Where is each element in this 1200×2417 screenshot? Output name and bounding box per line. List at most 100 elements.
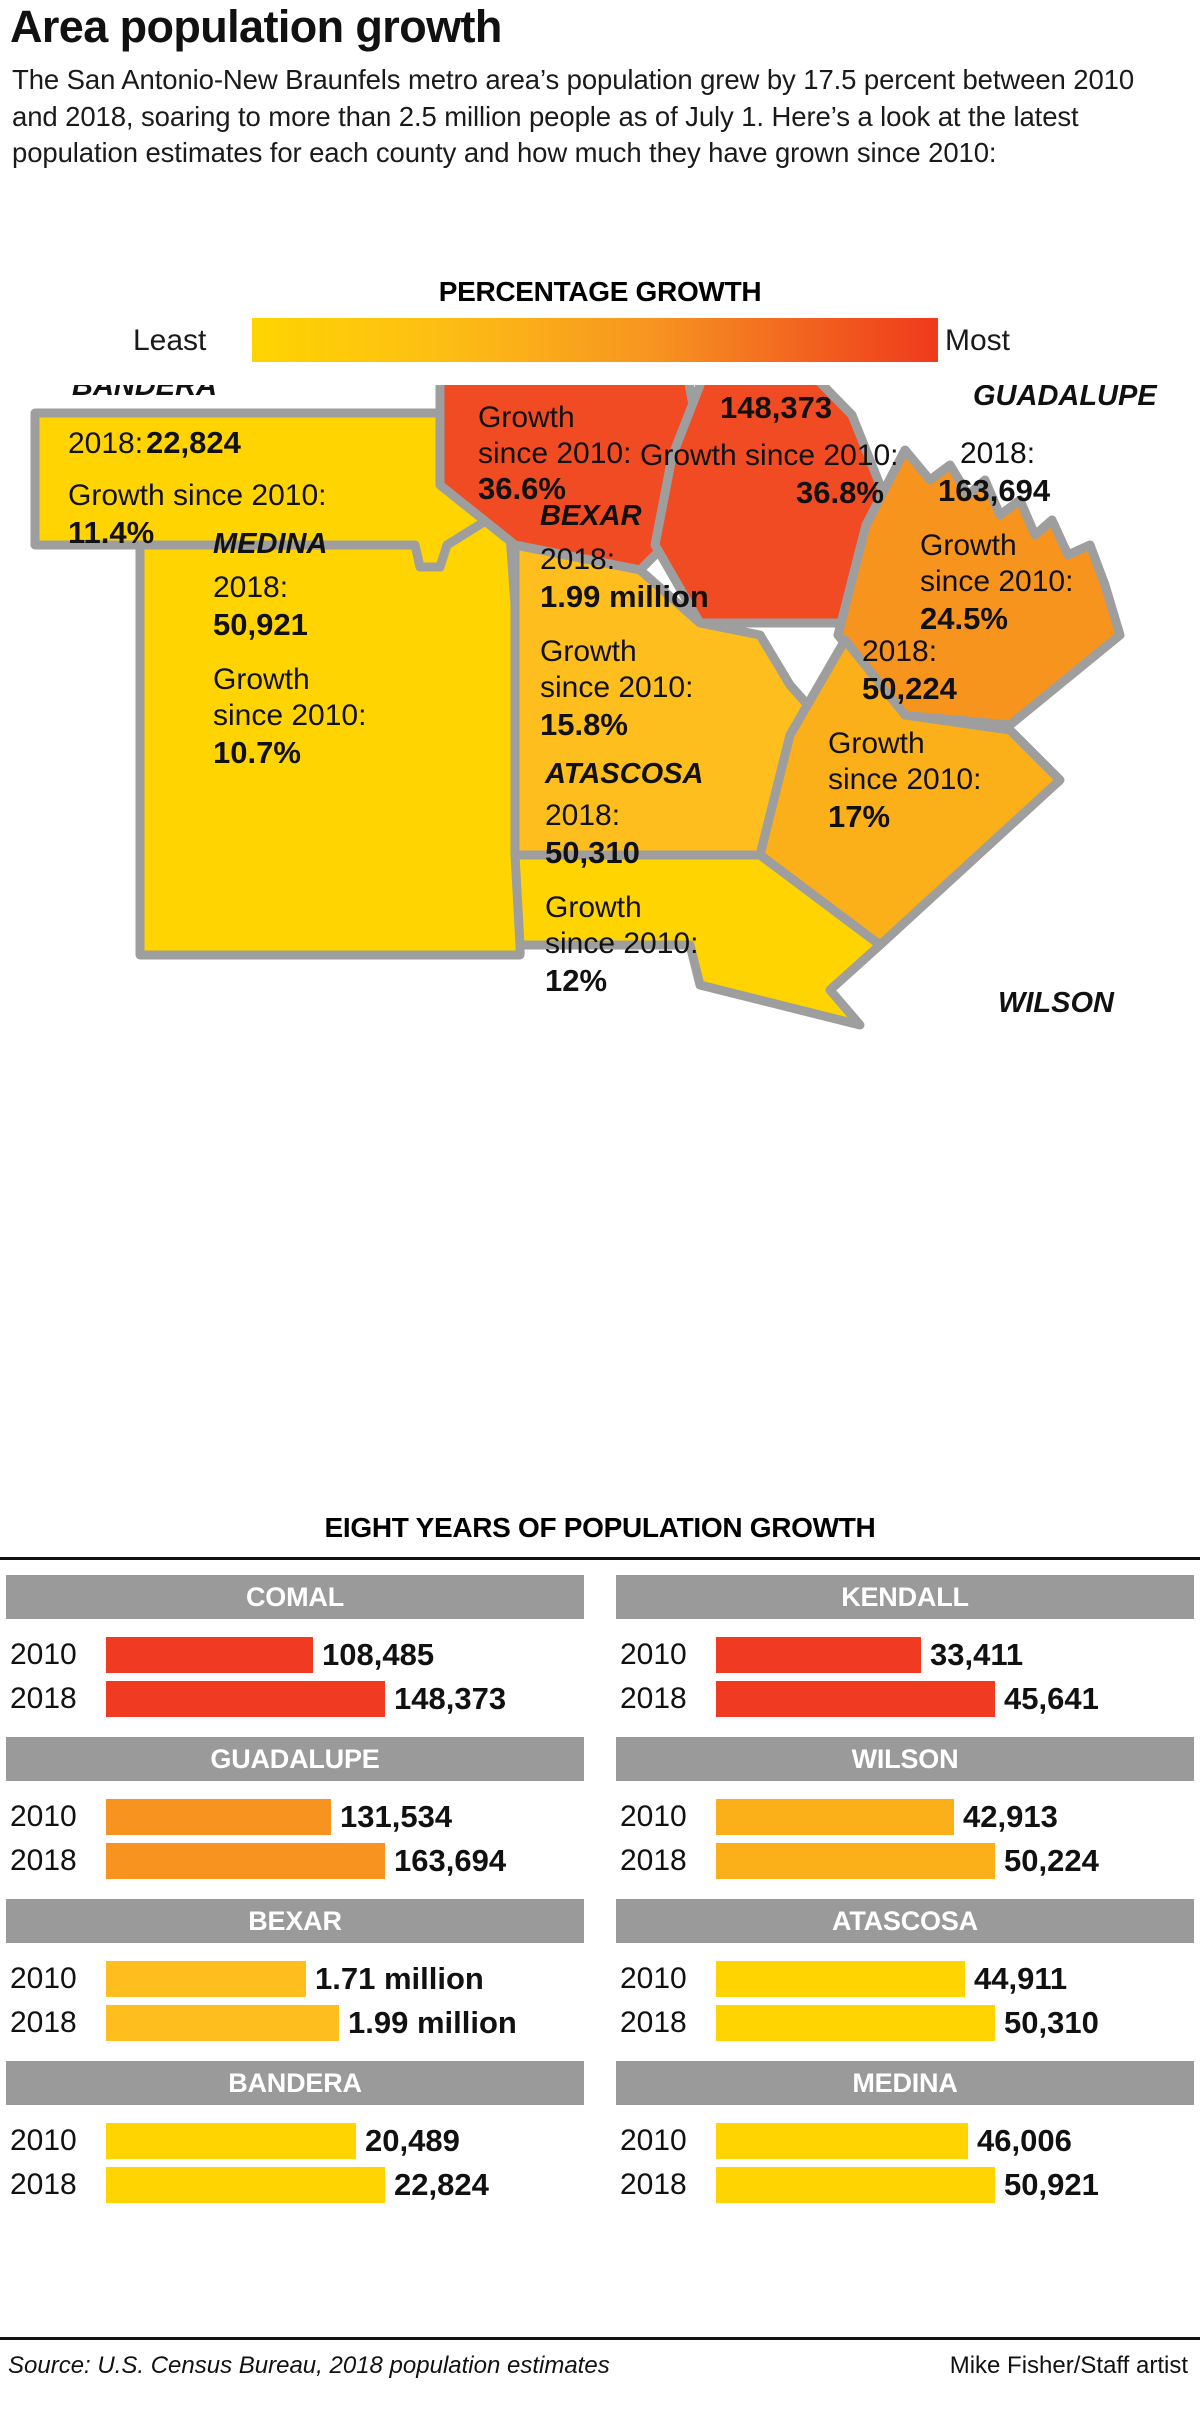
map-shape-medina[interactable] <box>135 502 525 960</box>
map-label-atascosa-growth-l2: since 2010: <box>545 927 698 960</box>
map-label-bandera-name: BANDERA <box>72 385 217 402</box>
bar-panel: GUADALUPE 2010 131,534 2018 163,694 <box>6 1737 584 1897</box>
bar-value-label: 131,534 <box>340 1799 453 1834</box>
bar-rect <box>716 1961 965 1997</box>
bar-panel-title: GUADALUPE <box>6 1737 584 1781</box>
bar-panel-title: KENDALL <box>616 1575 1194 1619</box>
map-shape-atascosa[interactable] <box>510 850 885 1030</box>
map-label-kendall-growth-value: 36.6% <box>478 471 566 506</box>
bar-rect <box>716 2123 968 2159</box>
bar-panel: BEXAR 2010 1.71 million 2018 1.99 million <box>6 1899 584 2059</box>
map-label-bexar-growth-l2: since 2010: <box>540 671 693 704</box>
bar-value-label: 50,921 <box>1004 2167 1099 2202</box>
bar-value-label: 44,911 <box>974 1961 1068 1996</box>
bar-rect <box>716 1681 995 1717</box>
divider-bottom <box>0 2337 1200 2340</box>
map-label-medina-pop: 2018: <box>213 571 288 604</box>
map-label-bexar-growth-value: 15.8% <box>540 707 628 742</box>
bar-row: 2010 20,489 <box>6 2119 584 2163</box>
divider-top <box>0 1557 1200 1560</box>
map-label-bandera-pop-value: 22,824 <box>146 425 242 460</box>
bar-panel-title: BANDERA <box>6 2061 584 2105</box>
panel-spacer <box>6 1721 584 1735</box>
map-shape-wilson[interactable] <box>755 635 1065 950</box>
bars-column-right: KENDALL 2010 33,411 2018 45,641 WILSON 2010 42,… <box>616 1575 1194 2223</box>
bars-column-left: COMAL 2010 108,485 2018 148,373 GUADALUPE 2010… <box>6 1575 584 2223</box>
bar-value-label: 45,641 <box>1004 1681 1099 1716</box>
panel-spacer <box>616 1883 1194 1897</box>
bar-panel: KENDALL 2010 33,411 2018 45,641 <box>616 1575 1194 1735</box>
map-label-bexar-name: BEXAR <box>540 500 642 532</box>
bar-year-label: 2010 <box>10 1962 77 1995</box>
bars-section-title: EIGHT YEARS OF POPULATION GROWTH <box>324 1512 876 1543</box>
bar-value-label: 46,006 <box>977 2123 1072 2158</box>
source-note: Source: U.S. Census Bureau, 2018 populat… <box>8 2352 610 2379</box>
panel-spacer <box>6 2207 584 2221</box>
bar-value-label: 148,373 <box>394 1681 507 1716</box>
bar-rect <box>106 1637 313 1673</box>
map-label-guadalupe-pop-value: 163,694 <box>938 473 1051 508</box>
bar-rect <box>106 2167 385 2203</box>
bar-year-label: 2010 <box>620 1800 687 1833</box>
bar-panel-title: MEDINA <box>616 2061 1194 2105</box>
bar-value-label: 22,824 <box>394 2167 489 2202</box>
map-label-wilson-name: WILSON <box>998 987 1115 1019</box>
bar-rect <box>716 1637 921 1673</box>
county-map: BANDERA 2018: 22,824 Growth since 2010: … <box>0 385 1200 1485</box>
bar-row: 2018 148,373 <box>6 1677 584 1721</box>
bar-rect <box>106 2123 356 2159</box>
bar-rect <box>106 1961 306 1997</box>
map-label-comal-growth-value: 36.8% <box>796 475 884 510</box>
panel-spacer <box>6 1883 584 1897</box>
bar-year-label: 2018 <box>620 2006 687 2039</box>
map-label-guadalupe-growth-value: 24.5% <box>920 601 1008 636</box>
bar-year-label: 2010 <box>620 1962 687 1995</box>
bar-value-label: 20,489 <box>365 2123 460 2158</box>
bar-rect <box>716 2167 995 2203</box>
bar-row: 2018 45,641 <box>616 1677 1194 1721</box>
bar-row: 2010 46,006 <box>616 2119 1194 2163</box>
map-label-bexar-pop: 2018: <box>540 543 615 576</box>
bar-row: 2010 1.71 million <box>6 1957 584 2001</box>
bar-row: 2018 50,921 <box>616 2163 1194 2207</box>
legend-gradient-bar <box>252 318 938 362</box>
bar-row: 2018 163,694 <box>6 1839 584 1883</box>
map-label-guadalupe-growth-l1: Growth <box>920 529 1017 562</box>
bar-year-label: 2018 <box>10 1682 77 1715</box>
bar-row: 2010 131,534 <box>6 1795 584 1839</box>
bar-year-label: 2010 <box>620 1638 687 1671</box>
map-label-bandera-growth-value: 11.4% <box>68 515 154 550</box>
map-label-atascosa-pop-value: 50,310 <box>545 835 640 870</box>
bar-value-label: 33,411 <box>930 1637 1024 1672</box>
bar-value-label: 163,694 <box>394 1843 507 1878</box>
bar-rect <box>106 1799 331 1835</box>
bar-value-label: 50,310 <box>1004 2005 1099 2040</box>
bar-year-label: 2018 <box>620 1682 687 1715</box>
map-label-kendall-growth-l1: Growth <box>478 401 575 434</box>
panel-spacer <box>616 2045 1194 2059</box>
map-label-wilson-growth-value: 17% <box>828 799 890 834</box>
legend-most-label: Most <box>945 324 1011 357</box>
map-label-medina-growth-value: 10.7% <box>213 735 301 770</box>
bar-year-label: 2018 <box>10 1844 77 1877</box>
map-label-bexar-growth-l1: Growth <box>540 635 637 668</box>
bar-panel: BANDERA 2010 20,489 2018 22,824 <box>6 2061 584 2221</box>
bar-rect <box>106 1843 385 1879</box>
bar-row: 2018 50,224 <box>616 1839 1194 1883</box>
bar-row: 2010 33,411 <box>616 1633 1194 1677</box>
map-label-guadalupe-growth-l2: since 2010: <box>920 565 1073 598</box>
map-label-comal-pop-value: 148,373 <box>720 390 832 425</box>
bar-panel: WILSON 2010 42,913 2018 50,224 <box>616 1737 1194 1897</box>
bar-row: 2018 22,824 <box>6 2163 584 2207</box>
bar-panel-title: COMAL <box>6 1575 584 1619</box>
bar-rect <box>716 2005 995 2041</box>
bar-panel-title: ATASCOSA <box>616 1899 1194 1943</box>
bar-row: 2010 44,911 <box>616 1957 1194 2001</box>
map-label-wilson-growth-l1: Growth <box>828 727 925 760</box>
bar-year-label: 2010 <box>10 2124 77 2157</box>
map-label-kendall-growth-l2: since 2010: <box>478 437 631 470</box>
map-label-atascosa-growth-value: 12% <box>545 963 607 998</box>
panel-spacer <box>6 2045 584 2059</box>
bar-rect <box>716 1799 954 1835</box>
map-label-medina-pop-value: 50,921 <box>213 607 308 642</box>
